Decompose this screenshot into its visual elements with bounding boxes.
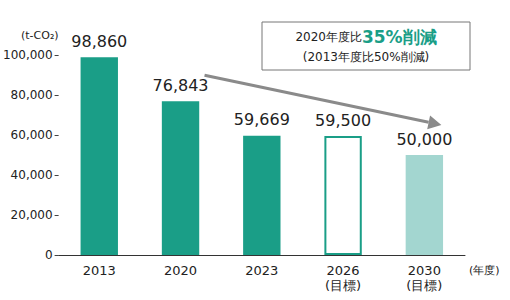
svg-text:20,000: 20,000 (11, 208, 53, 222)
svg-text:76,843: 76,843 (153, 76, 209, 95)
svg-text:50,000: 50,000 (396, 130, 452, 149)
svg-text:35%削減: 35%削減 (362, 27, 437, 47)
svg-text:80,000: 80,000 (11, 88, 53, 102)
svg-text:(目標): (目標) (325, 278, 361, 293)
svg-text:(目標): (目標) (406, 278, 442, 293)
svg-text:2023: 2023 (245, 263, 278, 278)
svg-text:59,669: 59,669 (234, 110, 290, 129)
svg-text:2013: 2013 (83, 263, 116, 278)
svg-text:(t-CO₂): (t-CO₂) (21, 29, 59, 42)
svg-text:100,000: 100,000 (3, 48, 53, 62)
svg-text:40,000: 40,000 (11, 168, 53, 182)
svg-text:2030: 2030 (408, 263, 441, 278)
svg-text:2026: 2026 (327, 263, 360, 278)
svg-text:2020: 2020 (164, 263, 197, 278)
svg-text:(2013年度比50%削減): (2013年度比50%削減) (303, 50, 430, 64)
svg-text:98,860: 98,860 (71, 32, 127, 51)
svg-text:0: 0 (45, 248, 53, 262)
svg-text:59,500: 59,500 (315, 111, 371, 130)
svg-text:60,000: 60,000 (11, 128, 53, 142)
svg-text:(年度): (年度) (469, 264, 500, 277)
svg-text:2020年度比: 2020年度比 (295, 30, 362, 44)
